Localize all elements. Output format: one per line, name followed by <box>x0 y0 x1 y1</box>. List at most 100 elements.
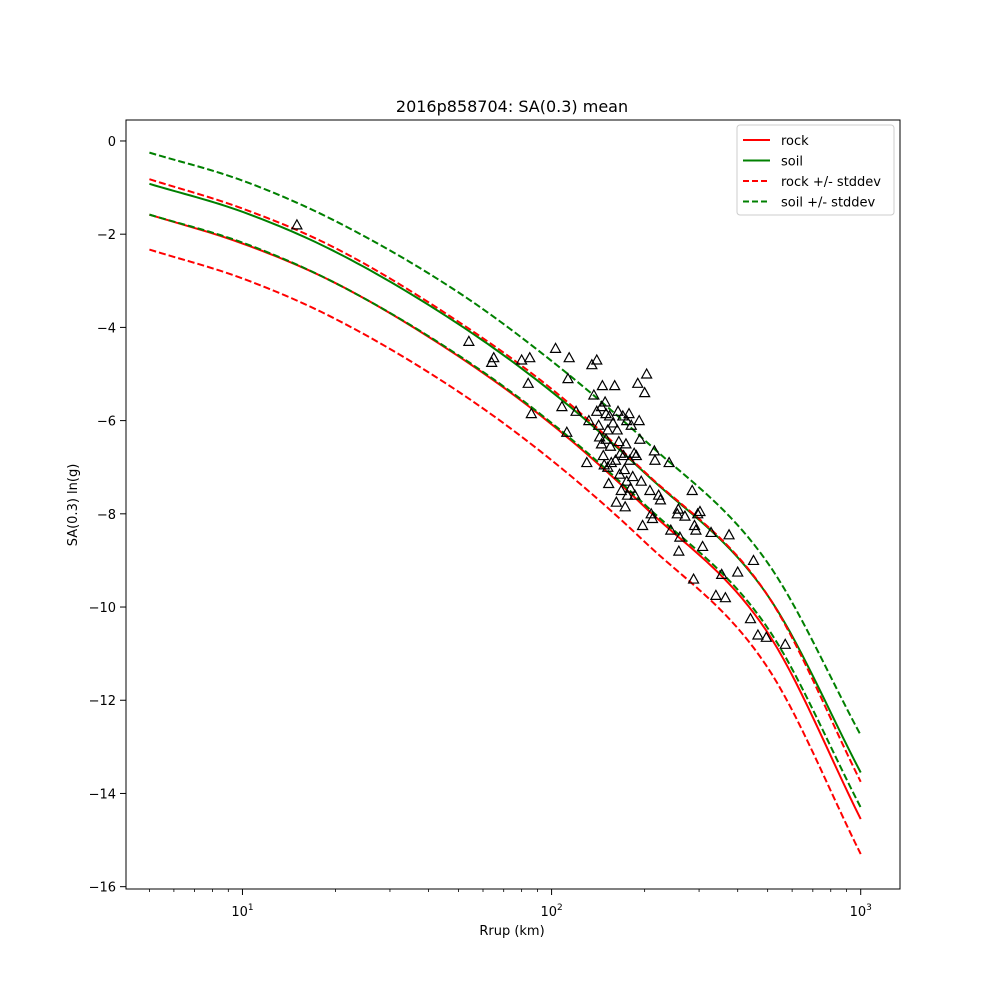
observation-point <box>618 463 631 475</box>
observation-point <box>751 628 764 640</box>
observation-point <box>593 430 606 442</box>
legend-box <box>736 124 895 216</box>
observation-point <box>645 507 658 519</box>
observation-point <box>604 440 617 451</box>
observation-point <box>621 488 634 500</box>
observation-point <box>590 353 603 365</box>
observation-point <box>628 446 641 458</box>
y-axis: 0 −2 −4 −6 −8 −10 −12 −14 −16 <box>89 135 126 896</box>
observation-point <box>638 386 651 398</box>
observation-point <box>290 218 303 230</box>
observation-point <box>709 589 722 600</box>
observation-point <box>615 484 628 496</box>
observation-point <box>664 523 677 535</box>
observation-point <box>633 433 646 444</box>
y-tick-label: −16 <box>89 881 116 896</box>
legend-label: soil +/- stddev <box>781 196 876 211</box>
observation-point <box>622 407 636 419</box>
observation-point <box>633 414 646 426</box>
observation-point <box>686 484 699 496</box>
observation-point <box>619 500 632 512</box>
observation-point <box>487 351 500 363</box>
observation-point <box>601 423 614 435</box>
observation-point <box>693 505 706 517</box>
x-tick-base: 10 <box>231 905 248 920</box>
observation-point <box>663 456 676 468</box>
observation-point <box>687 572 700 584</box>
y-tick-label: −12 <box>89 694 116 709</box>
observation-point <box>619 437 632 449</box>
observation-point <box>744 612 757 624</box>
observation-point <box>691 507 704 519</box>
y-tick-label: −4 <box>97 321 116 336</box>
observation-point <box>624 481 637 493</box>
observation-point <box>628 488 641 500</box>
observation-point <box>596 379 609 391</box>
observation-point <box>636 519 649 531</box>
observation-point <box>611 405 625 416</box>
x-tick-label: 103 <box>850 903 872 920</box>
observation-point <box>522 377 535 388</box>
observation-point <box>747 554 760 566</box>
observation-point <box>563 351 576 363</box>
y-tick-label: −8 <box>97 508 116 523</box>
observation-point <box>715 568 728 580</box>
observation-point <box>678 509 691 521</box>
legend-label: rock <box>781 134 809 149</box>
observation-point <box>630 449 643 461</box>
observation-point <box>606 416 620 428</box>
observation-point <box>654 493 667 505</box>
observation-point <box>523 351 536 363</box>
x-axis: 101 102 103 <box>149 889 872 920</box>
observation-point <box>705 526 718 538</box>
chart-title: 2016p858704: SA(0.3) mean <box>396 97 628 116</box>
y-tick-label: −14 <box>89 787 116 802</box>
x-axis-label: Rrup (km) <box>479 924 544 939</box>
x-tick-label: 102 <box>540 903 562 920</box>
observation-point <box>592 419 605 430</box>
observations <box>290 218 792 649</box>
observation-point <box>731 565 744 577</box>
series-line-soil-stddev-4 <box>149 151 862 736</box>
observation-point <box>626 470 639 482</box>
legend-label: rock +/- stddev <box>781 175 881 190</box>
observation-point <box>696 540 709 552</box>
x-tick-base: 10 <box>850 905 867 920</box>
observation-point <box>723 528 736 540</box>
observation-point <box>631 377 644 388</box>
observation-point <box>673 530 686 542</box>
observation-point <box>648 453 661 465</box>
legend-label: soil <box>781 155 803 170</box>
observation-point <box>612 435 625 447</box>
observation-point <box>549 342 562 353</box>
x-tick-base: 10 <box>540 905 557 920</box>
y-tick-label: −6 <box>97 415 116 430</box>
observation-point <box>602 477 615 489</box>
observation-point <box>672 502 685 514</box>
observation-point <box>620 414 633 426</box>
observation-point <box>597 449 610 461</box>
observation-point <box>600 433 613 444</box>
observation-point <box>611 423 624 435</box>
curves <box>149 151 862 855</box>
x-tick-exponent: 2 <box>557 903 563 913</box>
observation-point <box>689 523 702 535</box>
observation-point <box>603 409 616 421</box>
observation-point <box>570 405 583 416</box>
observation-point <box>555 400 568 412</box>
observation-point <box>560 426 573 437</box>
series-line-stddev-bound-3 <box>149 248 862 855</box>
series-line-stddev-bound-5 <box>149 213 862 808</box>
observation-point <box>582 414 595 426</box>
observation-point <box>719 591 732 603</box>
observation-point <box>760 631 773 642</box>
observation-point <box>515 353 528 365</box>
observation-point <box>525 407 538 419</box>
observation-point <box>599 395 612 407</box>
observation-point <box>648 444 661 456</box>
observation-point <box>646 512 659 524</box>
observation-point <box>617 449 630 461</box>
observation-point <box>779 638 792 649</box>
observation-point <box>580 456 593 468</box>
